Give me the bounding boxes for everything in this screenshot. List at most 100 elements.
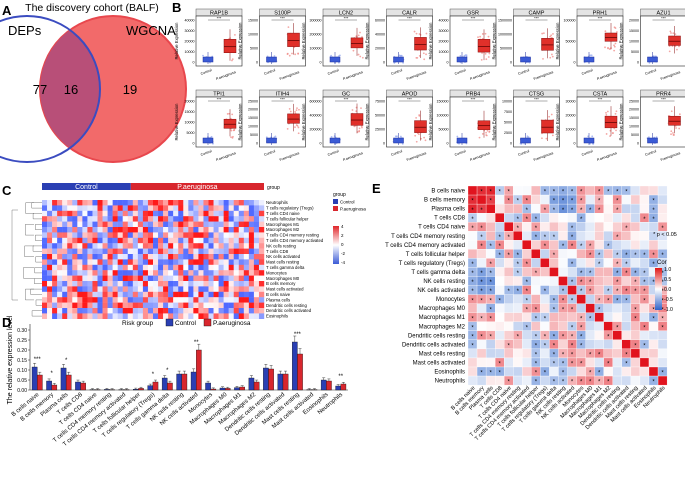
heatmap-cell [87, 308, 93, 314]
boxplot-tick-label: 50000 [566, 39, 576, 43]
heatmap-cell [188, 237, 194, 244]
heatmap-cell [253, 254, 260, 260]
heatmap-cell [258, 254, 265, 260]
corr-star: * [489, 298, 492, 304]
heatmap-cell [228, 275, 234, 282]
corr-cell [540, 321, 550, 331]
heatmap-cell [132, 237, 139, 244]
heatmap-cell [102, 227, 108, 233]
case-point [552, 33, 554, 35]
case-point [678, 113, 681, 116]
corr-star: * [598, 199, 601, 205]
heatmap-cell [102, 248, 108, 255]
heatmap-cell [142, 281, 149, 287]
corr-cell [657, 330, 668, 340]
heatmap-cell [178, 281, 184, 287]
corr-star: * [553, 380, 556, 386]
heatmap-cell [188, 275, 194, 282]
case-point [669, 30, 672, 33]
boxplot-ylabel: Relative Expression [301, 103, 306, 141]
corr-star: * [499, 371, 502, 377]
dendrogram-branch [24, 245, 34, 257]
heatmap-cell [117, 264, 123, 271]
heatmap-cell [233, 297, 239, 303]
heatmap-cell [213, 254, 219, 260]
heatmap-cell [92, 216, 98, 222]
case-point [296, 107, 298, 110]
heatmap-cell [218, 275, 224, 282]
corr-cell [567, 366, 577, 377]
corr-color-scale [655, 268, 662, 310]
case-point [415, 32, 418, 35]
heatmap-cell [193, 297, 199, 303]
heatmap-cell [82, 259, 88, 265]
corr-star: * [571, 208, 574, 214]
corr-cell [621, 375, 632, 386]
heatmap-cell [258, 232, 265, 238]
panel-letter-d: D [2, 315, 11, 330]
scale-tick-label: -2 [341, 251, 345, 256]
corr-star: * [661, 316, 664, 322]
corr-star: * [471, 262, 474, 268]
corr-star: * [480, 190, 483, 196]
case-point [678, 45, 680, 48]
xlabel-case: P.aeruginosa [660, 70, 681, 81]
corr-cell [540, 249, 550, 259]
corr-cell [639, 240, 650, 250]
boxplot-tick-label: 10000 [629, 125, 639, 129]
case-point [479, 35, 482, 38]
heatmap-cell [72, 232, 78, 238]
xlabel-case: P.aeruginosa [597, 70, 618, 81]
heatmap-cell [57, 275, 63, 282]
venn-overlap-region [40, 30, 100, 148]
corr-cell [594, 276, 604, 286]
heatmap-cell [77, 270, 83, 276]
case-point [415, 116, 418, 119]
heatmap-cell [112, 281, 118, 287]
corr-star: * [553, 362, 556, 368]
corr-star: * [634, 307, 637, 313]
heatmap-cell [132, 227, 139, 233]
case-point [550, 53, 553, 56]
heatmap-cell [193, 210, 199, 217]
corr-cell [476, 303, 487, 313]
heatmap-cell [57, 291, 63, 298]
control-point [587, 135, 590, 138]
heatmap-cell [243, 200, 250, 206]
corr-star: * [643, 253, 646, 259]
heatmap-cell [158, 259, 164, 265]
corr-star: * [544, 244, 547, 250]
corr-star: * [625, 271, 628, 277]
corr-star: * [499, 298, 502, 304]
heatmap-cell [92, 264, 98, 271]
heatmap-cell [132, 291, 139, 298]
heatmap-cell [233, 221, 239, 228]
xlabel-control: Control [581, 149, 593, 157]
heatmap-cell [178, 237, 184, 244]
corr-cell [476, 249, 487, 259]
boxplot-tick-label: 5000 [250, 133, 258, 137]
sig-label: *** [598, 16, 603, 21]
heatmap-cell [198, 259, 204, 265]
corr-star: * [616, 280, 619, 286]
xlabel-case: P.aeruginosa [216, 151, 237, 162]
heatmap-cell [218, 259, 224, 265]
heatmap-cell [173, 259, 179, 265]
corr-cell [513, 294, 523, 304]
heatmap-cell [42, 248, 48, 255]
legend-swatch-control [333, 199, 338, 204]
heatmap-cell [87, 264, 93, 271]
case-point [226, 113, 229, 115]
heatmap-cell [243, 308, 250, 314]
corr-star: * [562, 353, 565, 359]
heatmap-cell [208, 221, 214, 228]
corr-cell [630, 258, 641, 268]
heatmap-cell [52, 291, 58, 298]
case-point [298, 108, 300, 111]
heatmap-cell [228, 302, 234, 309]
corr-cell [639, 366, 650, 377]
heatmap-row-label: T cells CD4 memory activated [266, 238, 324, 243]
corr-row-label: B cells memory [424, 198, 465, 204]
bar-case [224, 388, 231, 391]
